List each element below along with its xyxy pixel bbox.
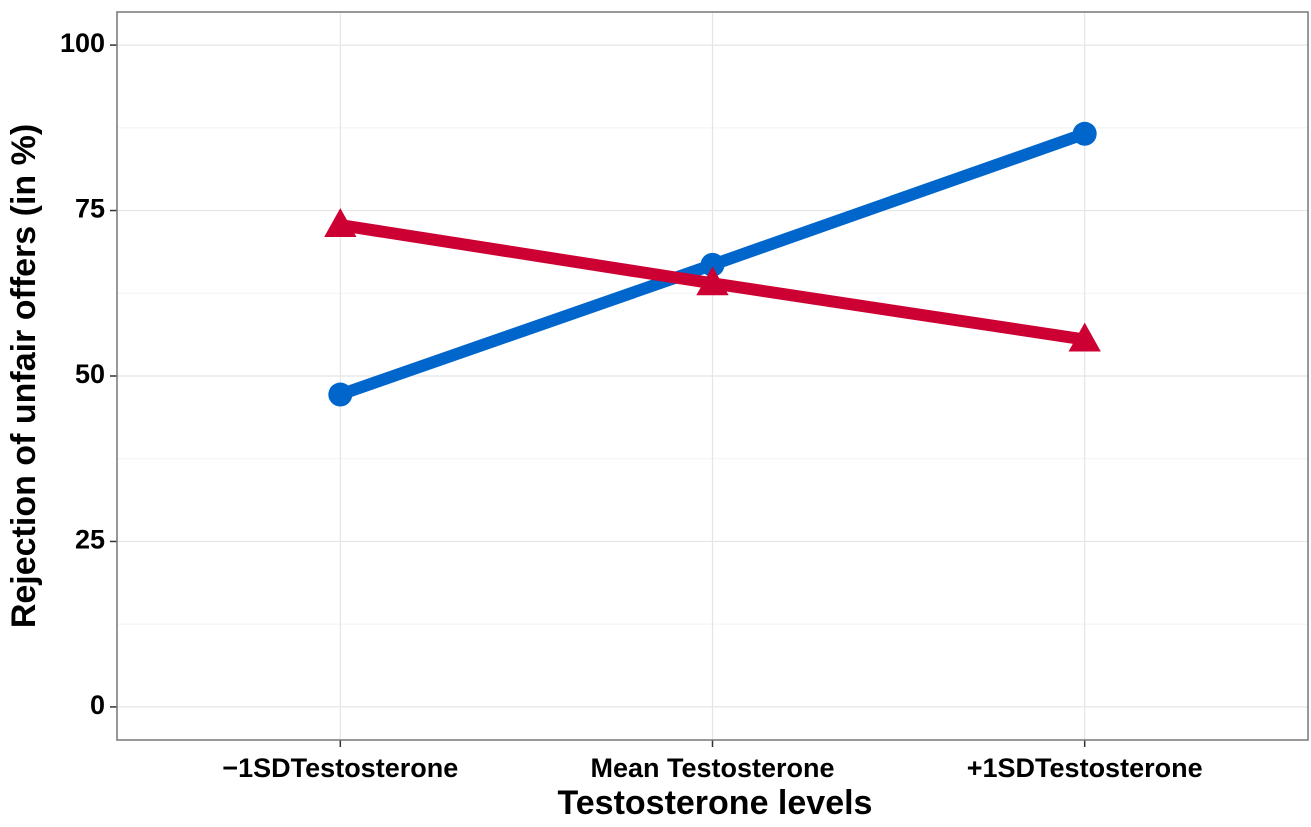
point — [700, 252, 725, 277]
y-tick-label: 75 — [75, 194, 105, 224]
x-tick-label: +1SDTestosterone — [967, 753, 1203, 783]
x-tick-label: −1SDTestosterone — [222, 753, 458, 783]
plot-border — [116, 11, 1309, 741]
y-tick-label: 25 — [75, 525, 105, 555]
y-tick-label: 50 — [75, 359, 105, 389]
x-tick-label: Mean Testosterone — [590, 753, 834, 783]
point — [696, 266, 729, 296]
x-axis-label: Testosterone levels — [558, 784, 873, 822]
y-tick-label: 100 — [60, 28, 105, 58]
y-tick-label: 0 — [90, 690, 105, 720]
y-axis-label: Rejection of unfair offers (in %) — [5, 124, 43, 628]
point — [324, 208, 357, 238]
point — [1068, 322, 1101, 352]
point — [328, 382, 353, 407]
point — [1072, 121, 1097, 146]
